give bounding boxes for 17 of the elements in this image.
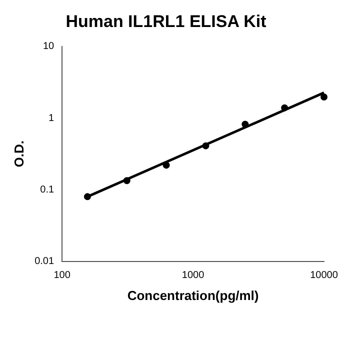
x-axis-title: Concentration(pg/ml) [127,288,259,303]
point [320,93,328,100]
y-axis-title: O.D. [11,140,26,168]
point [202,142,210,150]
point [281,104,288,112]
x-tick-label: 100 [54,270,71,282]
y-tick-label: 10 [42,41,54,52]
x-tick-label: 10000 [310,270,338,282]
point [162,162,170,169]
y-tick-label: 1 [48,112,54,124]
x-tick-label: 1000 [182,270,205,282]
y-tick-label: 0.1 [40,184,54,196]
chart-title: Human IL1RL1 ELISA Kit [66,12,267,31]
point [242,120,249,128]
y-tick-label: 0.01 [34,256,54,268]
point [84,193,91,200]
point [123,177,130,184]
